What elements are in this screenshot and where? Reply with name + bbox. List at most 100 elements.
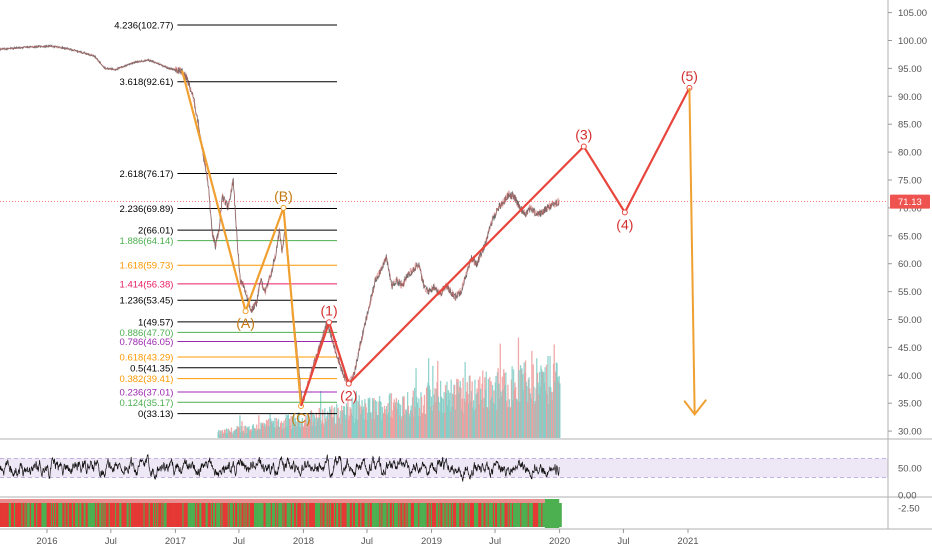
volume-bar (400, 404, 402, 438)
volume-bar (557, 377, 559, 438)
volume-bar (303, 423, 306, 438)
volume-bar (312, 412, 314, 438)
volume-bar (456, 381, 459, 438)
volume-bar (453, 384, 455, 438)
volume-bar (493, 390, 495, 438)
y-axis-tick-label: 60.00 (898, 259, 922, 270)
volume-bar (537, 382, 539, 438)
volume-bar (276, 426, 278, 438)
volume-bar (435, 402, 437, 438)
volume-bar (343, 405, 345, 438)
volume-bar (558, 375, 560, 438)
volume-bar (544, 367, 546, 438)
volume-bar (452, 394, 454, 438)
volume-bar (522, 374, 524, 438)
volume-bar (331, 417, 334, 438)
volume-bar (223, 433, 225, 438)
volume-bar (350, 413, 353, 438)
fib-level-label: 1.414(56.38) (120, 279, 174, 290)
volume-bar (385, 406, 388, 438)
volume-bar (238, 427, 240, 438)
volume-bar (384, 409, 386, 438)
volume-bar (488, 409, 490, 438)
volume-bar (219, 430, 221, 438)
volume-bar (343, 406, 346, 438)
volume-bar (281, 429, 283, 438)
volume-bar (386, 415, 388, 438)
volume-bar (327, 411, 329, 438)
volume-bar (337, 407, 339, 438)
volume-bar (277, 418, 280, 438)
volume-bar (355, 419, 357, 438)
volume-bar (289, 425, 292, 438)
volume-bar (458, 386, 461, 438)
volume-bar (355, 391, 357, 438)
y-axis-tick-label: 80.00 (898, 148, 922, 159)
volume-bar (301, 418, 303, 438)
volume-bar (449, 392, 451, 438)
volume-bar (457, 379, 459, 438)
volume-bar (258, 415, 260, 438)
volume-bar (504, 385, 506, 438)
volume-bar (508, 407, 510, 438)
volume-bar (272, 420, 275, 438)
volume-bar (533, 386, 535, 438)
volume-bar (294, 418, 296, 438)
volume-bar (392, 410, 394, 438)
volume-bar (462, 377, 464, 438)
wave-label: (1) (321, 302, 338, 318)
volume-bar (341, 411, 343, 438)
volume-bar (360, 407, 362, 438)
volume-bar (469, 375, 471, 438)
volume-bar (522, 390, 525, 438)
volume-bar (460, 387, 462, 438)
volume-bar (415, 368, 417, 438)
volume-bar (225, 428, 228, 438)
volume-bar (390, 416, 392, 438)
volume-bar (409, 410, 412, 438)
volume-bar (285, 414, 287, 438)
volume-bar (342, 410, 344, 438)
fib-level-label: 0.382(39.41) (120, 374, 174, 385)
volume-bar (311, 426, 313, 438)
volume-bar (243, 426, 245, 438)
volume-bar (519, 365, 522, 438)
volume-bar (262, 422, 264, 438)
volume-bar (302, 426, 304, 438)
volume-bar (289, 418, 291, 438)
wave-pivot (621, 209, 628, 216)
volume-bar (526, 386, 528, 438)
volume-bar (475, 408, 477, 438)
volume-bar (404, 410, 407, 438)
y-axis-tick-label: 50.00 (898, 315, 922, 326)
volume-bar (407, 392, 409, 438)
volume-bar (489, 400, 492, 438)
volume-bar (357, 401, 360, 438)
price-line-shadow (0, 44, 560, 403)
volume-bar (477, 379, 480, 438)
volume-bar (481, 383, 483, 438)
volume-bar (491, 385, 494, 438)
volume-bar (400, 418, 402, 438)
volume-bar (220, 430, 222, 438)
volume-bar (498, 398, 501, 438)
fibonacci-levels: 4.236(102.77) 3.618(92.61) 2.618(76.17) 2.2… (114, 21, 337, 420)
x-axis-tick-label: 2017 (165, 536, 186, 547)
volume-bar (332, 417, 334, 438)
volume-bar (291, 429, 293, 438)
volume-bar (455, 394, 457, 438)
volume-bar (548, 386, 550, 438)
fib-level-label: 2(66.01) (138, 226, 173, 237)
volume-bar (239, 415, 241, 438)
volume-bar (444, 385, 447, 438)
volume-bar (435, 389, 437, 438)
volume-bar (395, 402, 397, 438)
volume-bar (531, 350, 533, 438)
fib-level-label: 2.618(76.17) (120, 169, 174, 180)
volume-bar (277, 420, 279, 438)
volume-bar (218, 434, 221, 438)
volume-bar (356, 400, 358, 438)
volume-bar (458, 392, 460, 438)
volume-bar (473, 410, 475, 438)
